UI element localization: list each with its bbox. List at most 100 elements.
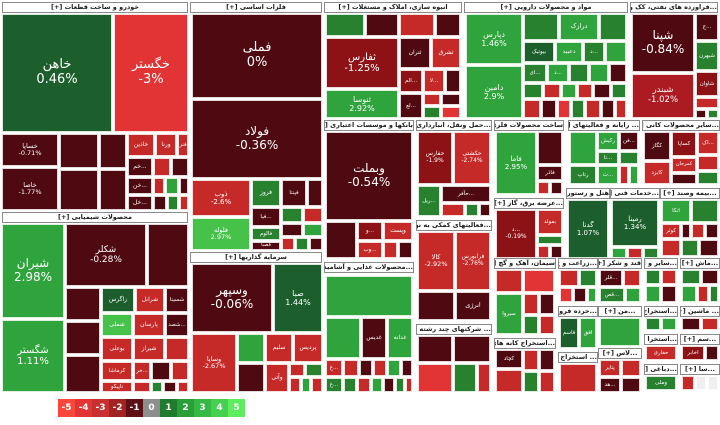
sector-header[interactable]: ...سایر محصولات کانی [+] — [642, 120, 720, 131]
stock-tile-شرانل[interactable]: شرانل — [136, 288, 164, 312]
stock-tile[interactable] — [152, 362, 170, 380]
stock-tile[interactable] — [290, 378, 300, 392]
stock-tile[interactable] — [708, 110, 718, 118]
stock-tile-زاگرس[interactable]: زاگرس — [102, 288, 134, 312]
stock-tile-خساپا[interactable]: خساپا -0.71% — [2, 134, 58, 166]
stock-tile-سیروا[interactable]: سیروا — [496, 294, 522, 334]
stock-tile-...خم[interactable]: ...خم — [128, 158, 152, 176]
stock-tile-...ای[interactable]: ...ای — [524, 64, 546, 82]
sector-header[interactable]: ...بیمه وصند [+] — [660, 188, 720, 199]
stock-tile[interactable] — [698, 172, 718, 184]
stock-tile[interactable] — [164, 382, 176, 392]
stock-tile[interactable] — [524, 14, 558, 40]
stock-tile[interactable] — [442, 94, 460, 105]
stock-tile[interactable] — [446, 70, 460, 92]
stock-tile[interactable] — [626, 288, 640, 302]
stock-tile-فصبا[interactable]: فصبا — [252, 242, 280, 250]
stock-tile[interactable] — [66, 288, 100, 320]
stock-tile[interactable] — [154, 196, 166, 210]
stock-tile[interactable] — [418, 364, 452, 392]
stock-tile[interactable] — [644, 248, 658, 258]
stock-tile-رتاپ[interactable]: رتاپ — [570, 166, 596, 184]
stock-tile-اخابر[interactable]: اخابر — [682, 346, 704, 360]
stock-tile[interactable] — [374, 360, 386, 376]
stock-tile-کچاد[interactable]: کچاد — [496, 350, 522, 368]
stock-tile[interactable] — [238, 334, 264, 362]
stock-tile[interactable] — [594, 84, 610, 98]
stock-tile[interactable] — [360, 360, 372, 376]
stock-tile[interactable] — [310, 238, 322, 250]
stock-tile[interactable] — [624, 270, 640, 286]
stock-tile[interactable] — [384, 378, 394, 392]
sector-header[interactable]: سیمان، آهک و گچ [+] — [494, 258, 556, 269]
stock-tile[interactable] — [610, 64, 626, 82]
stock-tile[interactable] — [384, 242, 397, 258]
sector-header[interactable]: ...لاس [+] — [598, 348, 642, 359]
sector-header[interactable]: انبوه سازی، املاک و مستغلات [+] — [324, 2, 462, 13]
stock-tile[interactable] — [312, 378, 322, 392]
stock-tile[interactable] — [538, 246, 549, 258]
stock-tile[interactable] — [402, 360, 412, 376]
stock-tile[interactable] — [524, 372, 538, 392]
stock-tile-ثنوسا[interactable]: ثنوسا 2.92% — [326, 90, 398, 118]
sector-header[interactable]: ...خدمات فنی [+] — [610, 188, 660, 199]
stock-tile[interactable] — [551, 182, 562, 194]
sector-header[interactable]: محصولات شیمیایی [+] — [2, 212, 188, 223]
stock-tile-وساپا[interactable]: وساپا -2.67% — [192, 334, 236, 392]
stock-tile[interactable] — [418, 292, 454, 320]
stock-tile[interactable] — [696, 110, 706, 118]
sector-header[interactable]: خودرو و ساخت قطعات [+] — [2, 2, 188, 13]
stock-tile-حفاری[interactable]: حفاری — [646, 346, 676, 360]
stock-tile[interactable] — [66, 356, 100, 392]
stock-tile[interactable] — [180, 196, 188, 210]
stock-tile-...هد[interactable]: ...هد — [600, 378, 620, 392]
stock-tile[interactable] — [551, 246, 562, 258]
sector-header[interactable]: ...زراعت و خ [+] — [558, 258, 598, 269]
stock-tile[interactable] — [580, 270, 596, 286]
stock-tile[interactable] — [622, 360, 640, 376]
stock-tile-سلیم[interactable]: سلیم — [266, 334, 292, 362]
stock-tile[interactable] — [606, 42, 626, 62]
stock-tile[interactable] — [682, 376, 694, 390]
stock-tile[interactable] — [442, 107, 460, 118]
stock-tile-کساپا[interactable]: کساپا — [672, 132, 696, 156]
stock-tile[interactable] — [399, 242, 412, 258]
stock-tile[interactable] — [600, 14, 626, 40]
stock-tile[interactable] — [540, 350, 554, 370]
stock-tile-شسینا[interactable]: شسینا — [166, 288, 188, 312]
stock-tile[interactable] — [496, 270, 522, 292]
stock-tile-خاصا[interactable]: خاصا -1.77% — [2, 168, 58, 210]
stock-tile[interactable] — [442, 204, 464, 216]
stock-tile[interactable] — [560, 288, 572, 302]
stock-tile[interactable] — [406, 378, 412, 392]
stock-tile-ثفارس[interactable]: ثفارس -1.25% — [326, 38, 398, 88]
stock-tile-وآتی[interactable]: وآتی — [266, 364, 288, 392]
stock-tile-...قلر[interactable]: ...قلر — [600, 270, 622, 286]
stock-tile[interactable] — [672, 174, 696, 184]
stock-tile[interactable] — [344, 378, 356, 392]
stock-tile[interactable] — [646, 286, 660, 302]
stock-tile-...لا[interactable]: ...لا — [424, 70, 444, 92]
stock-tile-دعبید[interactable]: دعبید — [556, 42, 582, 62]
stock-tile[interactable] — [586, 100, 600, 118]
sector-header[interactable]: ...عرضه برق، گاز [+] — [494, 198, 564, 209]
stock-tile[interactable] — [154, 158, 170, 176]
stock-tile-غدانه[interactable]: غدانه — [388, 318, 412, 358]
stock-tile[interactable] — [706, 346, 718, 360]
sector-header[interactable]: ...فراورده های نفتی، کک و سوخت هسته [+] — [630, 2, 718, 13]
stock-tile[interactable] — [560, 270, 578, 286]
stock-tile[interactable] — [538, 236, 562, 244]
sector-header[interactable]: ... شرکتهای چند رشته ای [+] — [416, 324, 492, 335]
stock-tile[interactable] — [524, 294, 538, 314]
stock-tile[interactable] — [682, 224, 690, 238]
sector-header[interactable]: ساخت محصولات فلزی [+] — [494, 120, 564, 131]
stock-tile[interactable] — [282, 238, 294, 250]
stock-tile[interactable] — [540, 294, 554, 314]
stock-tile[interactable] — [572, 100, 584, 118]
sector-header[interactable]: ...ماش [+] — [680, 258, 720, 269]
stock-tile-...تا[interactable]: ...تا — [598, 152, 618, 164]
sector-header[interactable]: ...دباغی [+] — [644, 364, 678, 375]
stock-tile[interactable] — [620, 152, 638, 164]
stock-tile-فملی[interactable]: فملی 0% — [192, 14, 322, 98]
stock-tile-...فیا[interactable]: ...فیا — [252, 208, 280, 226]
